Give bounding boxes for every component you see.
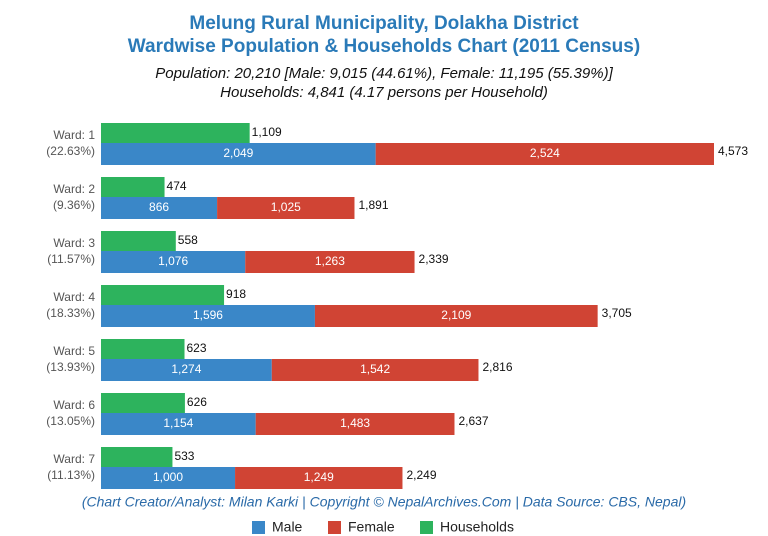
category-note: (11.57%) [47,252,95,266]
data-label: 558 [178,233,198,247]
bar [101,339,185,359]
data-label: 1,076 [158,254,188,268]
data-label: 1,542 [360,362,390,376]
bar [101,467,236,489]
category-note: (18.33%) [46,306,95,320]
category-label: Ward: 4 [53,290,95,304]
data-label: 474 [167,179,187,193]
bar [271,359,479,381]
legend-label: Female [348,519,395,535]
bar [235,467,403,489]
data-label: 1,109 [252,125,282,139]
bar [101,143,376,165]
total-label: 2,339 [419,252,449,266]
data-label: 1,025 [271,200,301,214]
data-label: 1,596 [193,308,223,322]
bar [375,143,714,165]
data-label: 1,154 [163,416,193,430]
bar [101,231,176,251]
legend-label: Households [440,519,514,535]
data-label: 918 [226,287,246,301]
category-label: Ward: 5 [53,344,95,358]
bar [101,359,272,381]
data-label: 1,000 [153,470,183,484]
data-label: 623 [187,341,207,355]
bar [101,285,225,305]
total-label: 3,705 [602,306,632,320]
category-label: Ward: 6 [53,398,95,412]
bar [101,393,185,413]
total-label: 2,249 [406,468,436,482]
bar [217,197,355,219]
chart-subtitle: Population: 20,210 [Male: 9,015 (44.61%)… [155,65,613,82]
chart-title: Melung Rural Municipality, Dolakha Distr… [189,13,579,34]
data-label: 1,483 [340,416,370,430]
bar [314,305,598,327]
chart-subtitle: Households: 4,841 (4.17 persons per Hous… [220,84,548,101]
bar [101,305,315,327]
bar [101,447,173,467]
data-label: 1,274 [171,362,201,376]
legend-swatch [420,521,433,534]
total-label: 2,637 [458,414,488,428]
legend-label: Male [272,519,303,535]
legend-swatch [328,521,341,534]
category-note: (13.93%) [46,360,95,374]
category-note: (22.63%) [46,144,95,158]
data-label: 2,049 [223,146,253,160]
chart-title: Wardwise Population & Households Chart (… [128,36,640,57]
bar [101,197,218,219]
data-label: 2,524 [530,146,560,160]
category-label: Ward: 3 [53,236,95,250]
category-note: (13.05%) [46,414,95,428]
data-label: 533 [174,449,194,463]
category-note: (9.36%) [53,198,95,212]
data-label: 1,263 [315,254,345,268]
legend-swatch [252,521,265,534]
data-label: 866 [149,200,169,214]
total-label: 2,816 [482,360,512,374]
category-note: (11.13%) [47,468,95,482]
footer: (Chart Creator/Analyst: Milan Karki | Co… [82,494,686,510]
bar [101,251,246,273]
data-label: 626 [187,395,207,409]
bar [101,123,250,143]
category-label: Ward: 1 [53,128,95,142]
category-label: Ward: 2 [53,182,95,196]
category-label: Ward: 7 [53,452,95,466]
data-label: 2,109 [441,308,471,322]
bar [101,177,165,197]
bar [245,251,415,273]
bar [255,413,455,435]
data-label: 1,249 [304,470,334,484]
total-label: 1,891 [358,198,388,212]
bar [101,413,256,435]
total-label: 4,573 [718,144,748,158]
